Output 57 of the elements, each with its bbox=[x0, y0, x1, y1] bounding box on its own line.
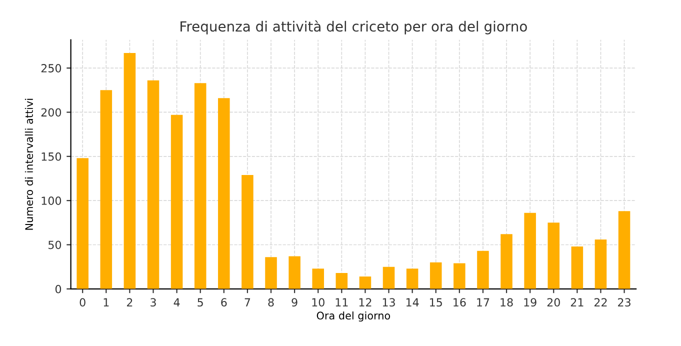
x-tick-label: 14 bbox=[406, 298, 419, 306]
bar bbox=[265, 257, 277, 289]
bar bbox=[242, 174, 254, 289]
bar bbox=[571, 246, 584, 289]
x-tick-label: 13 bbox=[382, 298, 395, 307]
y-tick-label: 100 bbox=[42, 196, 62, 205]
bar bbox=[218, 98, 230, 289]
x-tick-label: 16 bbox=[454, 298, 466, 307]
bar bbox=[147, 80, 160, 289]
bar bbox=[477, 250, 489, 289]
bar bbox=[312, 268, 324, 289]
x-tick-label: 19 bbox=[524, 298, 536, 307]
bar bbox=[124, 53, 136, 289]
x-tick-label: 23 bbox=[618, 298, 630, 307]
bar bbox=[406, 268, 418, 289]
y-tick-label: 0 bbox=[55, 284, 62, 294]
x-tick-label: 11 bbox=[336, 298, 348, 306]
x-tick-label: 6 bbox=[221, 298, 227, 307]
bar bbox=[454, 263, 466, 289]
y-tick-label: 50 bbox=[48, 240, 62, 250]
bar bbox=[500, 234, 512, 289]
x-tick-label: 17 bbox=[477, 298, 490, 306]
y-tick-label: 150 bbox=[42, 152, 62, 161]
x-axis-title: Ora del giorno bbox=[316, 311, 390, 322]
x-tick-label: 3 bbox=[150, 298, 156, 307]
bar bbox=[382, 266, 395, 289]
bar bbox=[594, 239, 607, 289]
x-tick-label: 1 bbox=[104, 298, 109, 306]
y-axis-title: Numero di intervalli attivi bbox=[24, 98, 34, 230]
bar bbox=[548, 222, 560, 289]
x-tick-label: 9 bbox=[292, 298, 298, 307]
x-tick-label: 18 bbox=[500, 298, 513, 307]
x-tick-label: 0 bbox=[80, 298, 86, 307]
chart-title: Frequenza di attività del criceto per ora del giorno bbox=[180, 20, 527, 34]
x-tick-label: 8 bbox=[268, 298, 274, 307]
bar bbox=[170, 114, 183, 289]
bar bbox=[288, 256, 300, 289]
bar bbox=[336, 273, 348, 289]
bar bbox=[194, 83, 206, 289]
y-tick-label: 200 bbox=[41, 108, 62, 117]
bar bbox=[524, 212, 536, 289]
x-tick-label: 22 bbox=[594, 298, 607, 306]
bar bbox=[76, 158, 88, 289]
bar bbox=[100, 90, 112, 289]
x-tick-label: 20 bbox=[547, 298, 560, 307]
x-tick-label: 21 bbox=[570, 298, 584, 306]
bar bbox=[359, 276, 372, 289]
x-tick-label: 2 bbox=[126, 298, 132, 306]
y-tick-label: 250 bbox=[41, 64, 62, 72]
x-tick-label: 4 bbox=[174, 298, 180, 306]
bar bbox=[430, 262, 442, 289]
x-tick-label: 7 bbox=[244, 298, 250, 306]
x-tick-label: 12 bbox=[359, 298, 372, 306]
x-tick-label: 15 bbox=[430, 298, 442, 307]
bar bbox=[618, 211, 630, 289]
x-tick-label: 10 bbox=[312, 298, 324, 307]
x-tick-label: 5 bbox=[198, 298, 203, 307]
